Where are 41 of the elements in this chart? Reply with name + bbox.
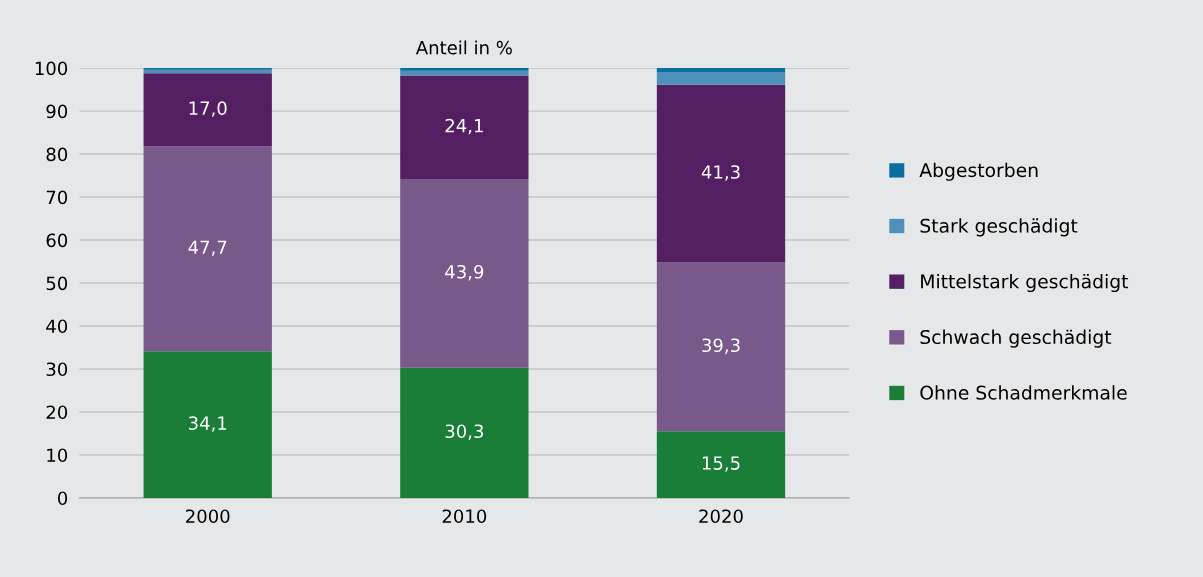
data-label: 30,3 [445, 424, 484, 440]
y-tick-label: 60 [46, 233, 68, 248]
data-label: 34,1 [188, 416, 227, 432]
bar [400, 75, 529, 179]
data-label: 43,9 [445, 264, 484, 281]
chart-title: Anteil in % [415, 40, 512, 55]
legend-label: Mittelstark geschädigt [921, 273, 1129, 293]
legend-label: Stark geschädigt [920, 218, 1078, 237]
bar [143, 73, 272, 147]
bar [143, 351, 272, 498]
y-tick-label: 80 [46, 147, 68, 162]
y-tick-label: 10 [47, 448, 68, 463]
legend-label: Schwach geschädigt [920, 329, 1112, 348]
data-label: 17,0 [189, 101, 227, 117]
bar [143, 146, 272, 352]
y-tick-label: 50 [46, 276, 68, 291]
data-label: 39,3 [702, 338, 740, 354]
bar [400, 367, 529, 498]
bar [656, 431, 786, 498]
y-tick-label: 70 [46, 190, 68, 205]
legend-label: Ohne Schadmerkmale [920, 385, 1127, 400]
data-label: 24,1 [445, 118, 483, 135]
x-tick-label: 2000 [186, 509, 230, 524]
bar [656, 72, 786, 85]
y-tick-label: 90 [46, 104, 68, 119]
data-label: 47,7 [188, 240, 227, 256]
y-tick-label: 30 [46, 362, 68, 377]
y-tick-label: 20 [46, 405, 68, 420]
data-label: 15,5 [702, 456, 740, 472]
x-tick-label: 2010 [442, 509, 487, 524]
bar [656, 68, 786, 73]
bar [400, 68, 529, 71]
y-tick-label: 100 [35, 61, 68, 76]
x-tick-label: 2020 [699, 509, 743, 524]
bar [656, 262, 786, 432]
bar [400, 178, 529, 368]
data-label: 41,3 [701, 165, 740, 181]
y-tick-label: 0 [57, 491, 68, 506]
legend-label: Abgestorben [919, 162, 1038, 181]
bar [656, 84, 786, 263]
y-tick-label: 40 [46, 319, 68, 334]
